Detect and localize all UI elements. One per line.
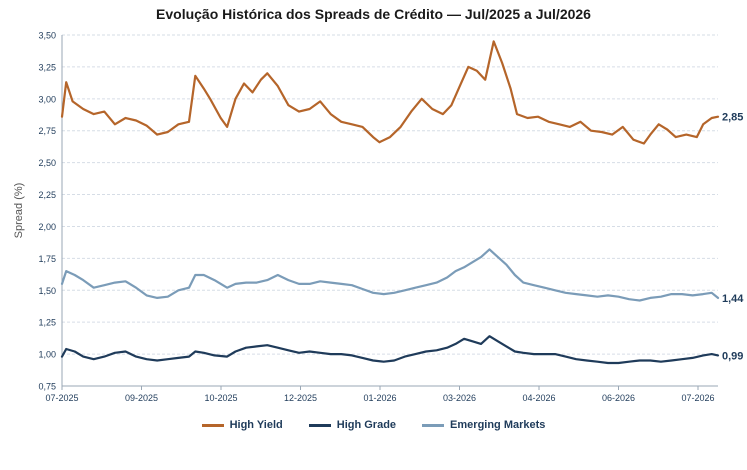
series-line-high-grade (60, 335, 720, 365)
y-tick-label: 1,75 (38, 254, 56, 264)
y-tick-label: 3,00 (38, 94, 56, 104)
y-tick-label: 3,25 (38, 62, 56, 72)
chart-legend: High Yield High Grade Emerging Markets (0, 419, 747, 431)
x-tick-label: 12-2025 (284, 393, 317, 403)
y-tick-label: 0,75 (38, 382, 56, 392)
y-tick-label: 2,25 (38, 190, 56, 200)
chart-title: Evolução Histórica dos Spreads de Crédit… (156, 6, 591, 22)
y-tick-label: 2,75 (38, 126, 56, 136)
legend-swatch-emerging-markets (422, 423, 445, 427)
y-tick-label: 1,25 (38, 318, 56, 328)
legend-item-high-yield[interactable]: High Yield (201, 419, 283, 431)
y-tick-label: 2,00 (38, 222, 56, 232)
legend-label-high-yield: High Yield (229, 419, 283, 431)
legend-item-emerging-markets[interactable]: Emerging Markets (422, 419, 545, 431)
x-tick-label: 09-2025 (125, 393, 158, 403)
end-value-label-high-yield: 2,85 (722, 112, 743, 124)
legend-swatch-high-yield (201, 423, 224, 427)
end-value-label-high-grade: 0,99 (722, 350, 743, 362)
legend-label-emerging-markets: Emerging Markets (450, 419, 546, 431)
x-tick-label: 06-2026 (602, 393, 635, 403)
legend-item-high-grade[interactable]: High Grade (308, 419, 397, 431)
end-value-label-emerging-markets: 1,44 (722, 293, 744, 305)
series-line-emerging-markets (60, 248, 720, 302)
legend-swatch-high-grade (308, 423, 331, 427)
y-axis-title: Spread (%) (13, 183, 25, 239)
x-tick-label: 07-2026 (681, 393, 714, 403)
y-tick-label: 3,50 (38, 31, 56, 41)
x-tick-label: 07-2025 (45, 393, 78, 403)
x-tick-label: 04-2026 (522, 393, 555, 403)
y-tick-label: 1,50 (38, 286, 56, 296)
legend-label-high-grade: High Grade (336, 419, 397, 431)
x-tick-label: 03-2026 (443, 393, 476, 403)
y-tick-label: 2,50 (38, 158, 56, 168)
x-tick-label: 01-2026 (363, 393, 396, 403)
x-tick-label: 10-2025 (204, 393, 237, 403)
series-line-high-yield (60, 40, 720, 145)
y-tick-label: 1,00 (38, 350, 56, 360)
